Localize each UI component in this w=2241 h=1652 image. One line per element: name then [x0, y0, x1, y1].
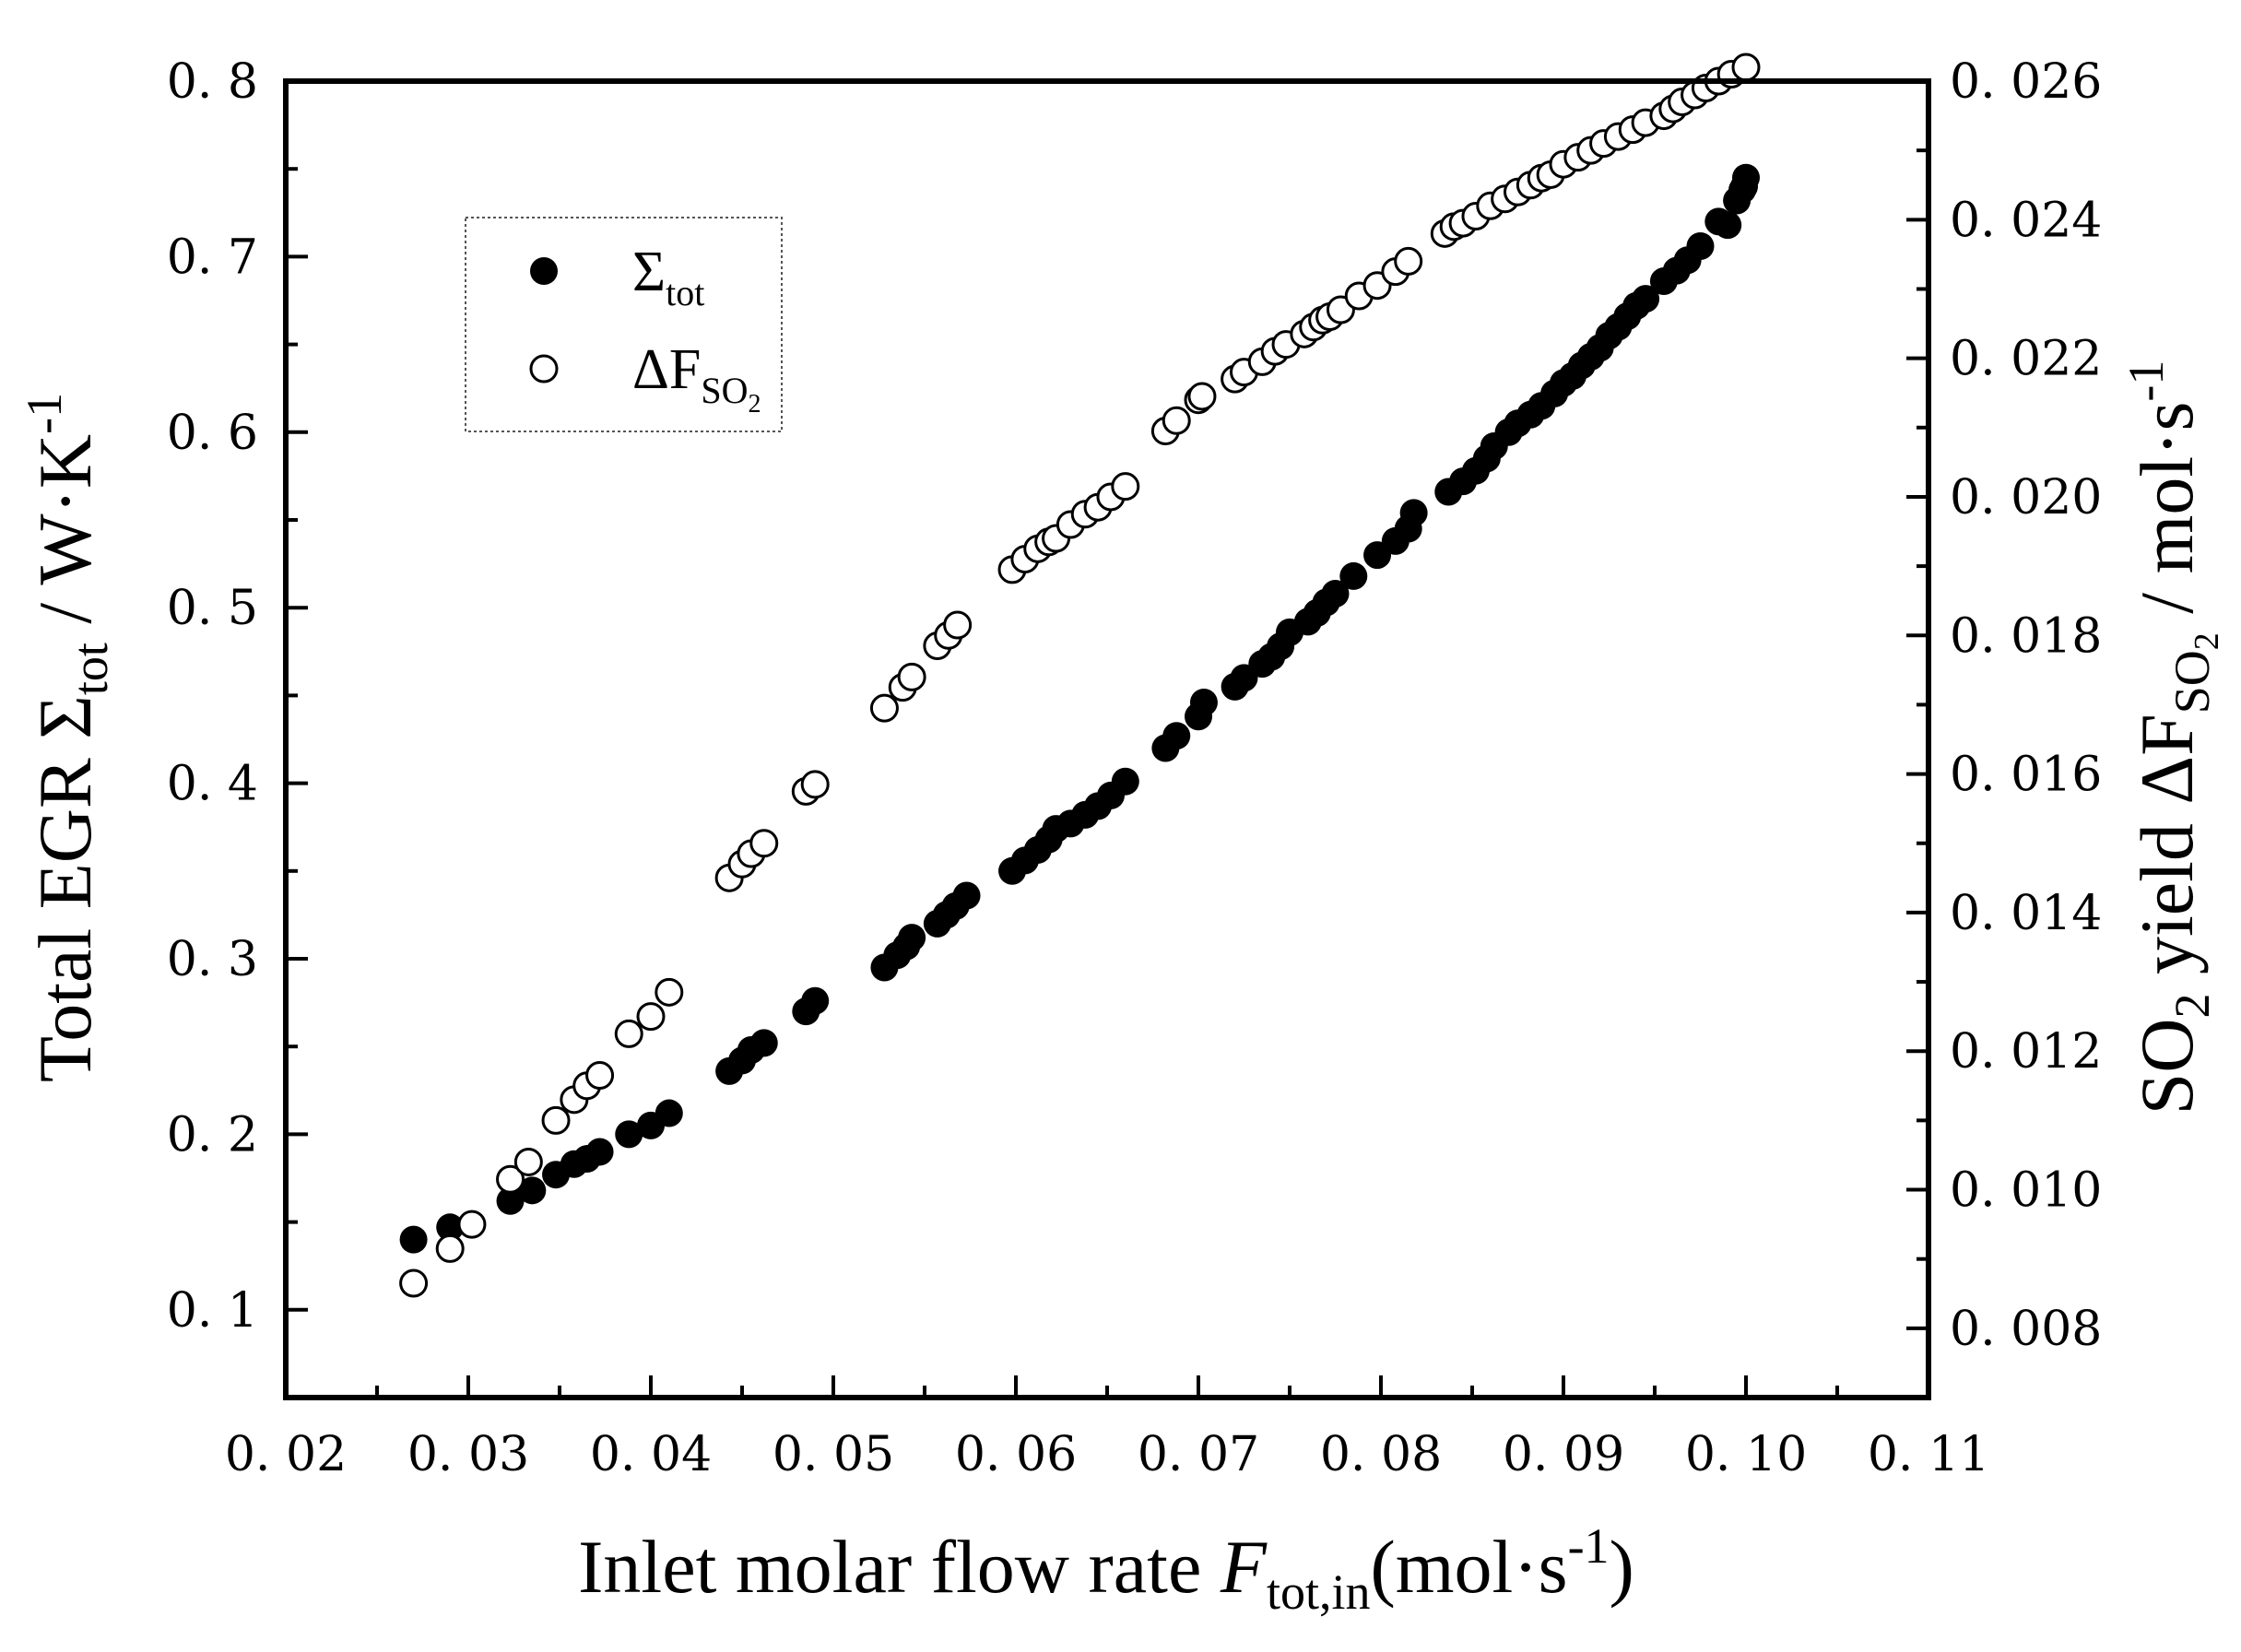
sigma-tot-point	[1190, 689, 1218, 716]
y-left-tick-label: 0. 7	[167, 230, 258, 285]
y-left-axis-title: Total EGR Σtot / W·K-1	[17, 393, 118, 1082]
y-left-tick-label: 0. 5	[167, 581, 258, 636]
dfso2-point	[899, 664, 925, 690]
legend-marker-filled	[530, 257, 558, 285]
dfso2-point	[1189, 384, 1215, 409]
dfso2-point	[1113, 474, 1138, 500]
sigma-tot-point	[655, 1100, 683, 1127]
y-left-tick-label: 0. 2	[167, 1107, 258, 1162]
y-right-tick-label: 0. 018	[1950, 608, 2102, 664]
dfso2-point	[656, 979, 682, 1005]
dfso2-point	[802, 772, 828, 797]
sigma-tot-point	[953, 881, 981, 909]
dfso2-point	[587, 1063, 613, 1089]
dfso2-point	[515, 1149, 541, 1174]
x-tick-label: 0. 10	[1685, 1427, 1807, 1482]
y-right-tick-label: 0. 016	[1950, 748, 2102, 803]
sigma-tot-point	[586, 1138, 614, 1165]
chart-background	[0, 0, 2241, 1652]
sigma-tot-point	[750, 1029, 778, 1056]
y-right-tick-label: 0. 014	[1950, 886, 2102, 941]
x-tick-label: 0. 06	[955, 1427, 1077, 1482]
y-right-tick-label: 0. 020	[1950, 470, 2102, 525]
x-tick-label: 0. 03	[407, 1427, 529, 1482]
sigma-tot-point	[1732, 164, 1760, 192]
sigma-tot-point	[1714, 211, 1741, 239]
dfso2-point	[751, 831, 777, 856]
sigma-tot-point	[400, 1226, 428, 1254]
sigma-tot-point	[1162, 722, 1190, 749]
x-tick-label: 0. 07	[1138, 1427, 1259, 1482]
y-left-tick-label: 0. 3	[167, 932, 258, 987]
y-left-tick-label: 0. 4	[167, 757, 258, 812]
x-tick-label: 0. 09	[1503, 1427, 1624, 1482]
y-left-tick-label: 0. 1	[167, 1283, 258, 1339]
y-left-tick-label: 0. 8	[167, 54, 258, 110]
x-tick-label: 0. 08	[1320, 1427, 1442, 1482]
sigma-tot-point	[801, 987, 829, 1015]
dfso2-point	[401, 1270, 427, 1296]
legend-marker-open	[531, 356, 557, 382]
x-tick-label: 0. 11	[1868, 1427, 1989, 1482]
y-right-tick-label: 0. 026	[1950, 54, 2102, 110]
x-tick-label: 0. 04	[590, 1427, 712, 1482]
x-axis-title: Inlet molar flow rate Ftot,in(mol·s-1)	[578, 1518, 1634, 1620]
y-left-tick-label: 0. 6	[167, 406, 258, 461]
dfso2-point	[437, 1235, 463, 1261]
sigma-tot-point	[1339, 562, 1367, 590]
dfso2-point	[543, 1107, 569, 1133]
dfso2-point	[616, 1021, 642, 1046]
x-tick-label: 0. 02	[225, 1427, 347, 1482]
sigma-tot-point	[1112, 768, 1139, 796]
y-right-tick-label: 0. 012	[1950, 1024, 2102, 1080]
dfso2-point	[1396, 248, 1421, 274]
dfso2-point	[638, 1004, 664, 1030]
x-tick-label: 0. 05	[773, 1427, 894, 1482]
sigma-tot-point	[1687, 232, 1715, 260]
dfso2-point	[871, 695, 897, 721]
sigma-tot-point	[1400, 499, 1428, 526]
y-right-tick-label: 0. 024	[1950, 193, 2102, 248]
y-right-tick-label: 0. 008	[1950, 1302, 2102, 1357]
y-right-tick-label: 0. 010	[1950, 1163, 2102, 1219]
dfso2-point	[459, 1211, 485, 1237]
y-right-tick-label: 0. 022	[1950, 332, 2102, 387]
sigma-tot-point	[898, 924, 926, 951]
dfso2-point	[945, 612, 971, 638]
dfso2-point	[1163, 407, 1189, 433]
dfso2-point	[1733, 54, 1759, 80]
scatter-chart: 0. 02 0. 03 0. 04 0. 05 0. 06 0. 07 0. 08 0. 09…	[0, 0, 2241, 1652]
